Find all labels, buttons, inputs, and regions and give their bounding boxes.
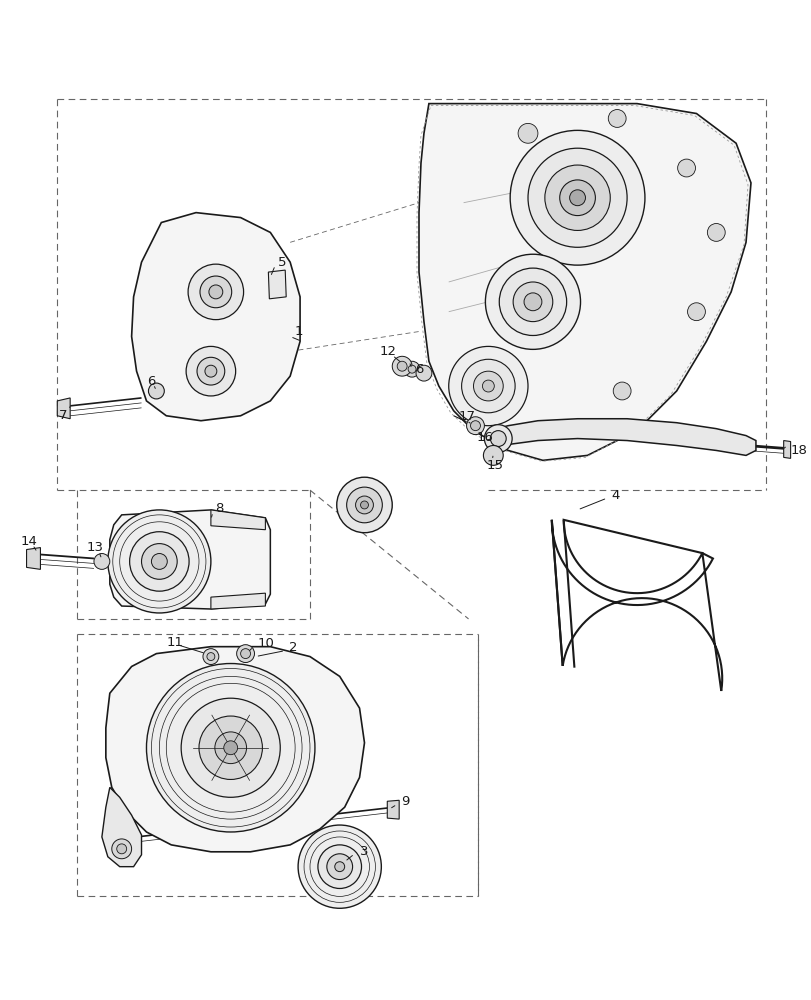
Polygon shape (109, 510, 270, 609)
Circle shape (569, 190, 585, 206)
Polygon shape (783, 441, 790, 458)
Circle shape (181, 698, 280, 797)
Circle shape (461, 359, 514, 413)
Text: 6: 6 (148, 375, 156, 388)
Text: 15: 15 (486, 459, 503, 472)
Circle shape (200, 276, 231, 308)
Circle shape (141, 544, 177, 579)
Circle shape (517, 123, 537, 143)
Polygon shape (387, 800, 399, 819)
Polygon shape (58, 398, 70, 419)
Circle shape (544, 165, 610, 230)
Circle shape (523, 293, 541, 311)
Circle shape (485, 254, 580, 349)
Circle shape (327, 854, 352, 880)
Circle shape (94, 554, 109, 569)
Text: 18: 18 (790, 444, 806, 457)
Text: 7: 7 (59, 409, 67, 422)
Circle shape (473, 371, 503, 401)
Circle shape (483, 445, 503, 465)
Circle shape (355, 496, 373, 514)
Text: 5: 5 (278, 256, 286, 269)
Circle shape (151, 554, 167, 569)
Circle shape (117, 844, 127, 854)
Circle shape (448, 346, 527, 426)
Circle shape (677, 159, 695, 177)
Polygon shape (268, 270, 285, 299)
Circle shape (146, 664, 315, 832)
Circle shape (397, 361, 406, 371)
Circle shape (392, 356, 411, 376)
Circle shape (112, 839, 131, 859)
Circle shape (298, 825, 381, 908)
Circle shape (607, 110, 625, 127)
Text: 4: 4 (611, 489, 619, 502)
Circle shape (207, 653, 215, 661)
Circle shape (466, 417, 484, 435)
Circle shape (559, 180, 594, 216)
Circle shape (415, 365, 431, 381)
Circle shape (484, 425, 512, 452)
Circle shape (687, 303, 705, 321)
Circle shape (482, 380, 494, 392)
Circle shape (527, 148, 626, 247)
Text: 12: 12 (379, 345, 396, 358)
Circle shape (360, 501, 368, 509)
Circle shape (204, 365, 217, 377)
Circle shape (346, 487, 382, 523)
Text: 9: 9 (401, 795, 409, 808)
Circle shape (130, 532, 189, 591)
Circle shape (334, 862, 344, 872)
Circle shape (470, 421, 480, 431)
Circle shape (408, 365, 415, 373)
Text: 10: 10 (257, 637, 274, 650)
Circle shape (337, 477, 392, 533)
Circle shape (108, 510, 211, 613)
Circle shape (188, 264, 243, 320)
Polygon shape (101, 787, 141, 867)
Text: 14: 14 (20, 535, 37, 548)
Circle shape (236, 645, 254, 663)
Polygon shape (418, 104, 750, 460)
Polygon shape (211, 593, 265, 609)
Circle shape (318, 845, 361, 888)
Circle shape (203, 649, 218, 665)
Polygon shape (131, 213, 300, 421)
Polygon shape (211, 510, 265, 530)
Text: 1: 1 (294, 325, 303, 338)
Text: 2: 2 (289, 641, 298, 654)
Circle shape (509, 130, 644, 265)
Polygon shape (27, 548, 41, 569)
Circle shape (197, 357, 225, 385)
Circle shape (240, 649, 251, 659)
Circle shape (215, 732, 247, 764)
Circle shape (612, 382, 630, 400)
Circle shape (186, 346, 235, 396)
Text: 13: 13 (87, 541, 104, 554)
Circle shape (404, 361, 419, 377)
Text: 6: 6 (414, 363, 423, 376)
Circle shape (224, 741, 238, 755)
Circle shape (199, 716, 262, 779)
Polygon shape (105, 647, 364, 852)
Circle shape (513, 282, 552, 322)
Text: 16: 16 (476, 431, 493, 444)
Text: 3: 3 (359, 845, 367, 858)
Circle shape (490, 431, 505, 446)
Circle shape (148, 383, 164, 399)
Text: 11: 11 (166, 636, 183, 649)
Text: 8: 8 (215, 502, 223, 515)
Circle shape (499, 268, 566, 335)
Circle shape (208, 285, 222, 299)
Polygon shape (487, 419, 755, 455)
Circle shape (706, 224, 724, 241)
Text: 17: 17 (458, 410, 475, 423)
